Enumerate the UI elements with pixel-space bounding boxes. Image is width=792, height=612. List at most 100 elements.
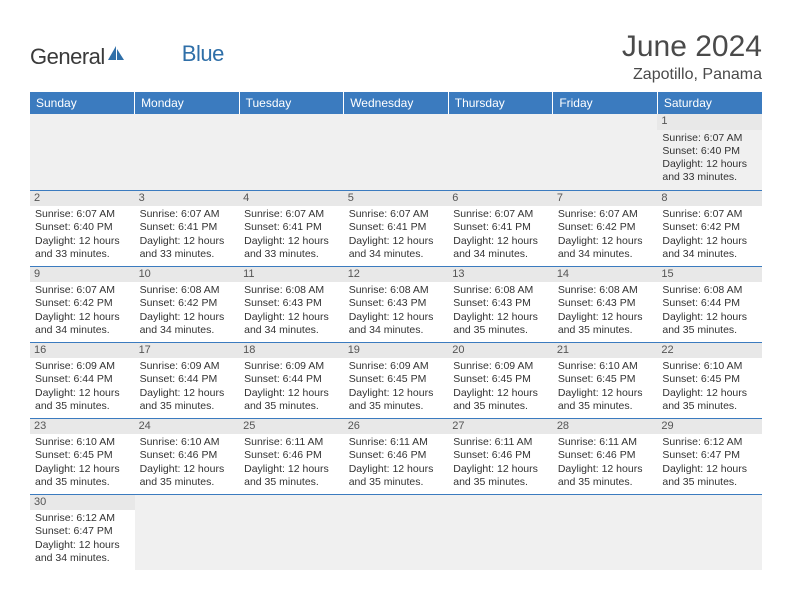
day-cell: 2Sunrise: 6:07 AMSunset: 6:40 PMDaylight… xyxy=(30,190,135,266)
day-number: 14 xyxy=(553,267,658,283)
sunrise-text: Sunrise: 6:08 AM xyxy=(244,284,339,297)
daylight-text: and 35 minutes. xyxy=(558,476,653,489)
daylight-text: and 35 minutes. xyxy=(140,400,235,413)
sunset-text: Sunset: 6:40 PM xyxy=(662,145,757,158)
sunset-text: Sunset: 6:44 PM xyxy=(35,373,130,386)
daylight-text: Daylight: 12 hours xyxy=(662,387,757,400)
day-number: 21 xyxy=(553,343,658,359)
logo-text-general: General xyxy=(30,44,105,70)
day-number: 1 xyxy=(657,114,762,130)
day-cell: 13Sunrise: 6:08 AMSunset: 6:43 PMDayligh… xyxy=(448,266,553,342)
sunset-text: Sunset: 6:47 PM xyxy=(662,449,757,462)
day-cell: 27Sunrise: 6:11 AMSunset: 6:46 PMDayligh… xyxy=(448,418,553,494)
daylight-text: Daylight: 12 hours xyxy=(558,463,653,476)
sunset-text: Sunset: 6:45 PM xyxy=(35,449,130,462)
weekday-header: Sunday xyxy=(30,92,135,114)
sunset-text: Sunset: 6:43 PM xyxy=(453,297,548,310)
day-cell xyxy=(553,494,658,570)
sunset-text: Sunset: 6:46 PM xyxy=(453,449,548,462)
day-number: 2 xyxy=(30,191,135,207)
week-row: 16Sunrise: 6:09 AMSunset: 6:44 PMDayligh… xyxy=(30,342,762,418)
sunrise-text: Sunrise: 6:09 AM xyxy=(35,360,130,373)
daylight-text: Daylight: 12 hours xyxy=(662,235,757,248)
daylight-text: Daylight: 12 hours xyxy=(349,387,444,400)
daylight-text: Daylight: 12 hours xyxy=(453,235,548,248)
daylight-text: Daylight: 12 hours xyxy=(35,539,130,552)
header-row: General Blue June 2024 Zapotillo, Panama xyxy=(30,30,762,84)
weekday-header: Monday xyxy=(135,92,240,114)
sunrise-text: Sunrise: 6:07 AM xyxy=(140,208,235,221)
day-number: 29 xyxy=(657,419,762,435)
day-number: 30 xyxy=(30,495,135,511)
daylight-text: Daylight: 12 hours xyxy=(453,387,548,400)
day-cell: 20Sunrise: 6:09 AMSunset: 6:45 PMDayligh… xyxy=(448,342,553,418)
day-cell: 4Sunrise: 6:07 AMSunset: 6:41 PMDaylight… xyxy=(239,190,344,266)
daylight-text: Daylight: 12 hours xyxy=(349,463,444,476)
daylight-text: Daylight: 12 hours xyxy=(662,311,757,324)
day-cell xyxy=(239,114,344,190)
sunset-text: Sunset: 6:42 PM xyxy=(662,221,757,234)
day-cell xyxy=(553,114,658,190)
day-cell: 1Sunrise: 6:07 AMSunset: 6:40 PMDaylight… xyxy=(657,114,762,190)
daylight-text: and 35 minutes. xyxy=(140,476,235,489)
sunrise-text: Sunrise: 6:07 AM xyxy=(453,208,548,221)
week-row: 9Sunrise: 6:07 AMSunset: 6:42 PM Daylight… xyxy=(30,266,762,342)
day-number: 12 xyxy=(344,267,449,283)
day-number: 23 xyxy=(30,419,135,435)
daylight-text: and 34 minutes. xyxy=(349,248,444,261)
daylight-text: and 34 minutes. xyxy=(558,248,653,261)
day-number: 16 xyxy=(30,343,135,359)
sunrise-text: Sunrise: 6:07 AM xyxy=(35,208,130,221)
sunrise-text: Sunrise: 6:10 AM xyxy=(558,360,653,373)
sunrise-text: Sunrise: 6:11 AM xyxy=(349,436,444,449)
sunrise-text: Sunrise: 6:12 AM xyxy=(662,436,757,449)
daylight-text: Daylight: 12 hours xyxy=(558,311,653,324)
daylight-text: and 34 minutes. xyxy=(662,248,757,261)
daylight-text: and 35 minutes. xyxy=(453,476,548,489)
daylight-text: and 35 minutes. xyxy=(662,324,757,337)
day-number: 8 xyxy=(657,191,762,207)
sunset-text: Sunset: 6:43 PM xyxy=(244,297,339,310)
daylight-text: Daylight: 12 hours xyxy=(558,235,653,248)
day-cell: 21Sunrise: 6:10 AMSunset: 6:45 PMDayligh… xyxy=(553,342,658,418)
daylight-text: and 35 minutes. xyxy=(662,476,757,489)
day-number: 5 xyxy=(344,191,449,207)
daylight-text: Daylight: 12 hours xyxy=(244,463,339,476)
sunset-text: Sunset: 6:44 PM xyxy=(244,373,339,386)
sunrise-text: Sunrise: 6:10 AM xyxy=(662,360,757,373)
daylight-text: and 34 minutes. xyxy=(453,248,548,261)
day-number: 13 xyxy=(448,267,553,283)
day-cell: 24Sunrise: 6:10 AMSunset: 6:46 PMDayligh… xyxy=(135,418,240,494)
day-cell xyxy=(239,494,344,570)
day-number: 4 xyxy=(239,191,344,207)
week-row: 30Sunrise: 6:12 AMSunset: 6:47 PMDayligh… xyxy=(30,494,762,570)
day-cell xyxy=(448,494,553,570)
daylight-text: and 35 minutes. xyxy=(558,400,653,413)
daylight-text: Daylight: 12 hours xyxy=(349,311,444,324)
sunset-text: Sunset: 6:42 PM xyxy=(35,297,130,310)
day-number: 26 xyxy=(344,419,449,435)
logo-text-blue: Blue xyxy=(182,41,224,67)
day-cell: 5Sunrise: 6:07 AMSunset: 6:41 PMDaylight… xyxy=(344,190,449,266)
sunrise-text: Sunrise: 6:10 AM xyxy=(35,436,130,449)
daylight-text: and 35 minutes. xyxy=(349,400,444,413)
sunset-text: Sunset: 6:43 PM xyxy=(349,297,444,310)
sunrise-text: Sunrise: 6:07 AM xyxy=(35,284,130,297)
daylight-text: and 35 minutes. xyxy=(244,476,339,489)
day-number: 9 xyxy=(30,267,135,283)
sunrise-text: Sunrise: 6:07 AM xyxy=(244,208,339,221)
day-cell: 23Sunrise: 6:10 AMSunset: 6:45 PMDayligh… xyxy=(30,418,135,494)
sunrise-text: Sunrise: 6:09 AM xyxy=(244,360,339,373)
daylight-text: Daylight: 12 hours xyxy=(349,235,444,248)
sunrise-text: Sunrise: 6:07 AM xyxy=(349,208,444,221)
sunset-text: Sunset: 6:45 PM xyxy=(349,373,444,386)
sunrise-text: Sunrise: 6:09 AM xyxy=(453,360,548,373)
daylight-text: Daylight: 12 hours xyxy=(453,463,548,476)
sunrise-text: Sunrise: 6:07 AM xyxy=(662,132,757,145)
sail-icon xyxy=(106,44,126,67)
day-cell: 10Sunrise: 6:08 AMSunset: 6:42 PMDayligh… xyxy=(135,266,240,342)
sunrise-text: Sunrise: 6:12 AM xyxy=(35,512,130,525)
day-cell: 16Sunrise: 6:09 AMSunset: 6:44 PMDayligh… xyxy=(30,342,135,418)
day-cell: 15Sunrise: 6:08 AMSunset: 6:44 PMDayligh… xyxy=(657,266,762,342)
sunrise-text: Sunrise: 6:09 AM xyxy=(349,360,444,373)
